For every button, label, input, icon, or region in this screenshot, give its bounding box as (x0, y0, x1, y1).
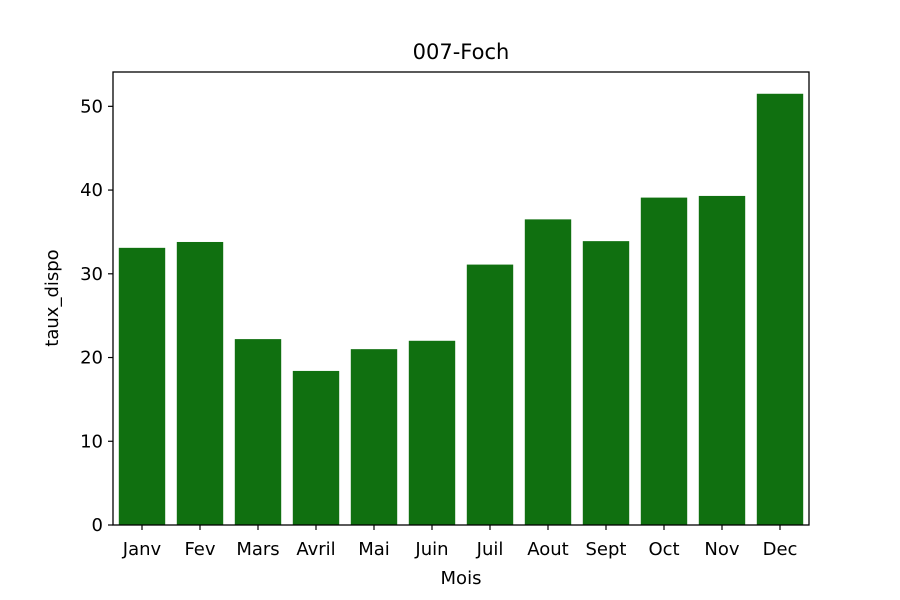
bar-juin (408, 340, 456, 525)
x-tick-label: Sept (586, 539, 627, 560)
bar-dec (756, 93, 804, 526)
bar-fev (176, 241, 224, 526)
x-tick-label: Fev (184, 539, 215, 560)
bar-mars (234, 339, 282, 525)
x-tick-label: Nov (704, 539, 739, 560)
bar-oct (640, 197, 688, 525)
axes-frame (112, 71, 810, 526)
x-axis: Janv Fev Mars Avril Mai Juin Juil Aout Sept Oct No… (122, 525, 798, 560)
y-tick-label: 20 (80, 348, 103, 369)
bar-avril (292, 370, 340, 525)
x-tick-label: Mai (358, 539, 390, 560)
bar-juil (466, 264, 514, 525)
y-tick-label: 10 (80, 431, 103, 452)
x-axis-label: Mois (441, 568, 482, 589)
chart-title: 007-Foch (413, 40, 510, 64)
bar-mai (350, 349, 398, 525)
x-tick-label: Dec (763, 539, 798, 560)
y-axis: 0 10 20 30 40 50 (80, 96, 113, 536)
x-tick-label: Juil (476, 539, 504, 560)
y-axis-label: taux_dispo (42, 249, 63, 346)
bar-sept (582, 241, 630, 525)
x-tick-label: Avril (296, 539, 335, 560)
plot-area (118, 93, 804, 526)
y-tick-label: 50 (80, 96, 103, 117)
x-tick-label: Oct (648, 539, 679, 560)
y-tick-label: 40 (80, 180, 103, 201)
x-tick-label: Mars (236, 539, 279, 560)
bar-aout (524, 219, 572, 525)
y-tick-label: 30 (80, 264, 103, 285)
x-tick-label: Aout (527, 539, 568, 560)
x-tick-label: Juin (414, 539, 448, 560)
bar-nov (698, 195, 746, 525)
bar-janv (118, 247, 166, 525)
x-tick-label: Janv (122, 539, 162, 560)
y-tick-label: 0 (92, 515, 103, 536)
